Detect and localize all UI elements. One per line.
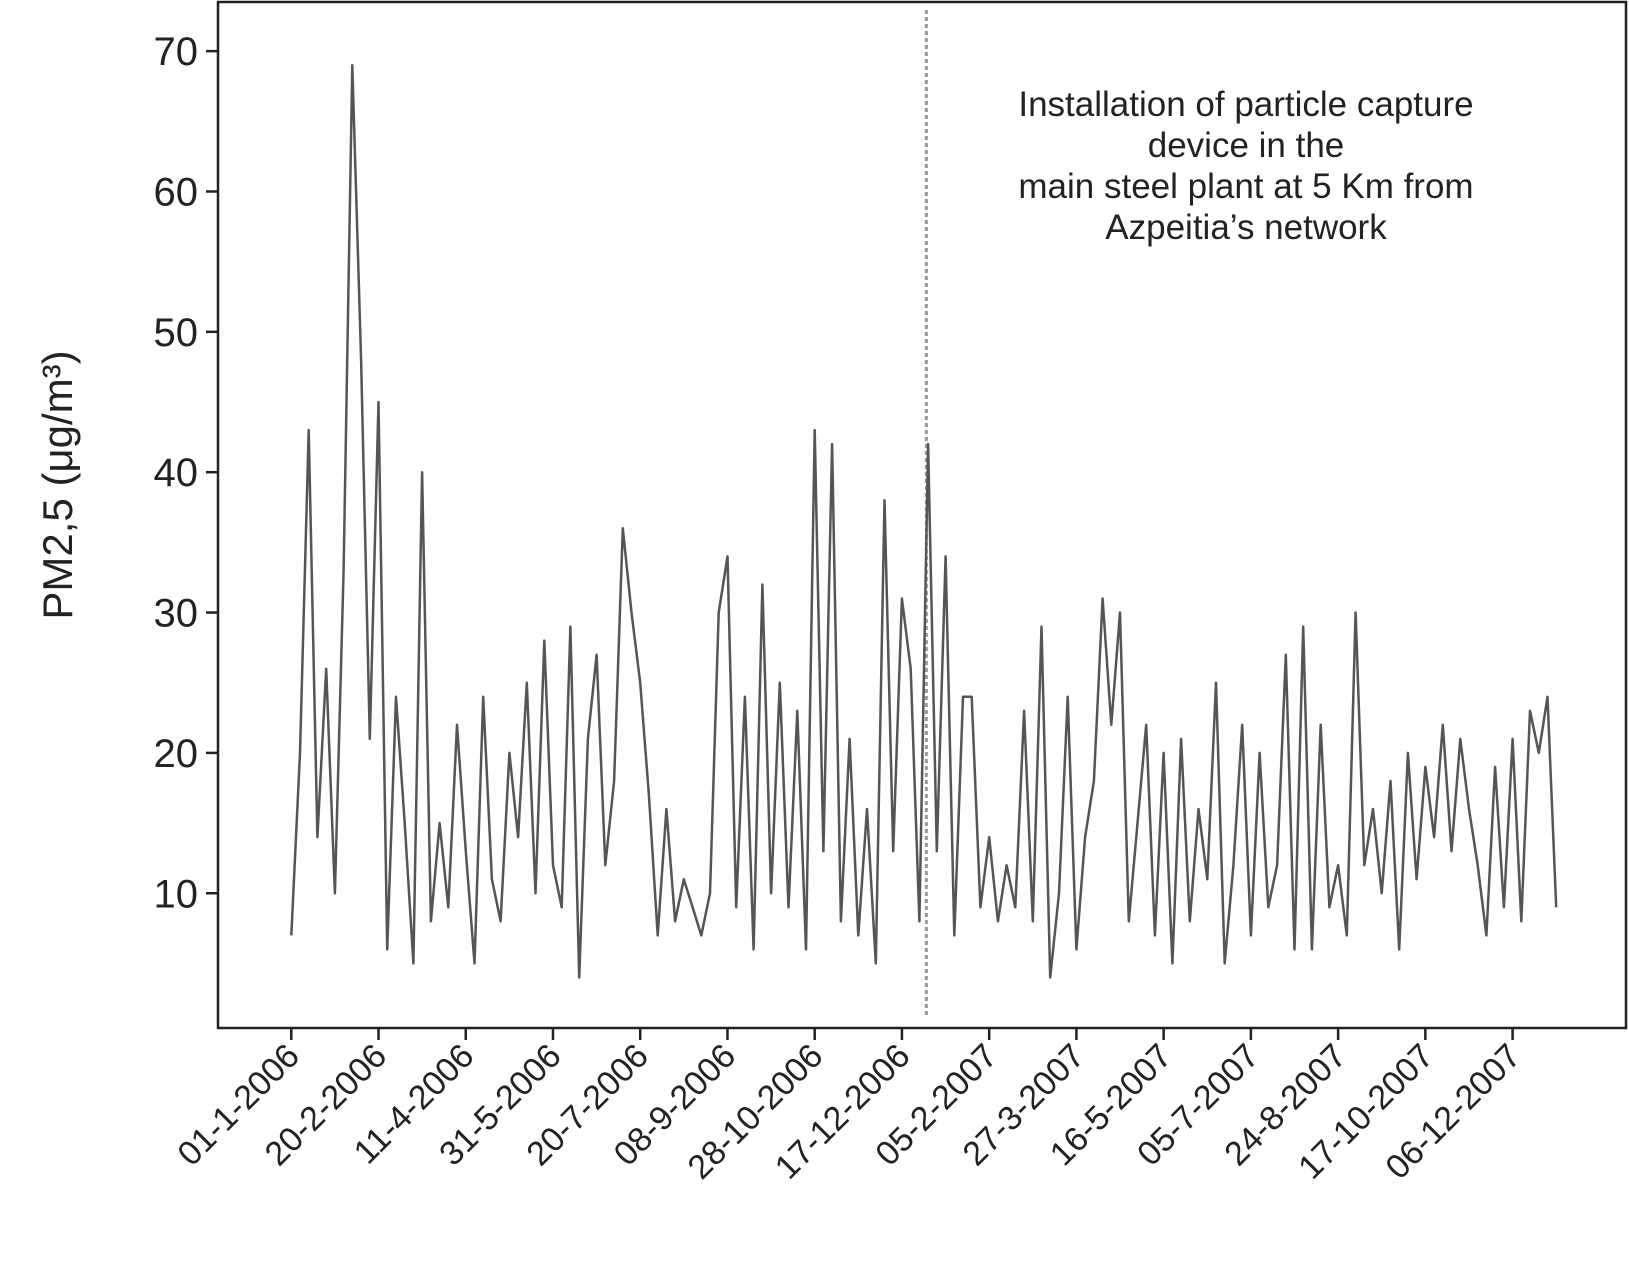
y-tick-label: 10 bbox=[154, 872, 199, 916]
annotation: Installation of particle capture bbox=[1018, 85, 1473, 124]
y-axis-label: PM2,5 (μg/m³) bbox=[34, 350, 81, 619]
annotation: Azpeitia’s network bbox=[1105, 208, 1387, 247]
data-line bbox=[290, 63, 1558, 979]
y-tick-label: 40 bbox=[154, 451, 199, 495]
y-tick-label: 20 bbox=[154, 732, 199, 776]
y-tick-label: 50 bbox=[154, 311, 199, 355]
y-tick-label: 30 bbox=[154, 592, 199, 636]
annotation: device in the bbox=[1148, 126, 1345, 165]
annotation: main steel plant at 5 Km from bbox=[1018, 167, 1473, 206]
y-tick-label: 60 bbox=[154, 170, 199, 214]
y-tick-label: 70 bbox=[154, 30, 199, 74]
plot-frame bbox=[216, 0, 1628, 1030]
